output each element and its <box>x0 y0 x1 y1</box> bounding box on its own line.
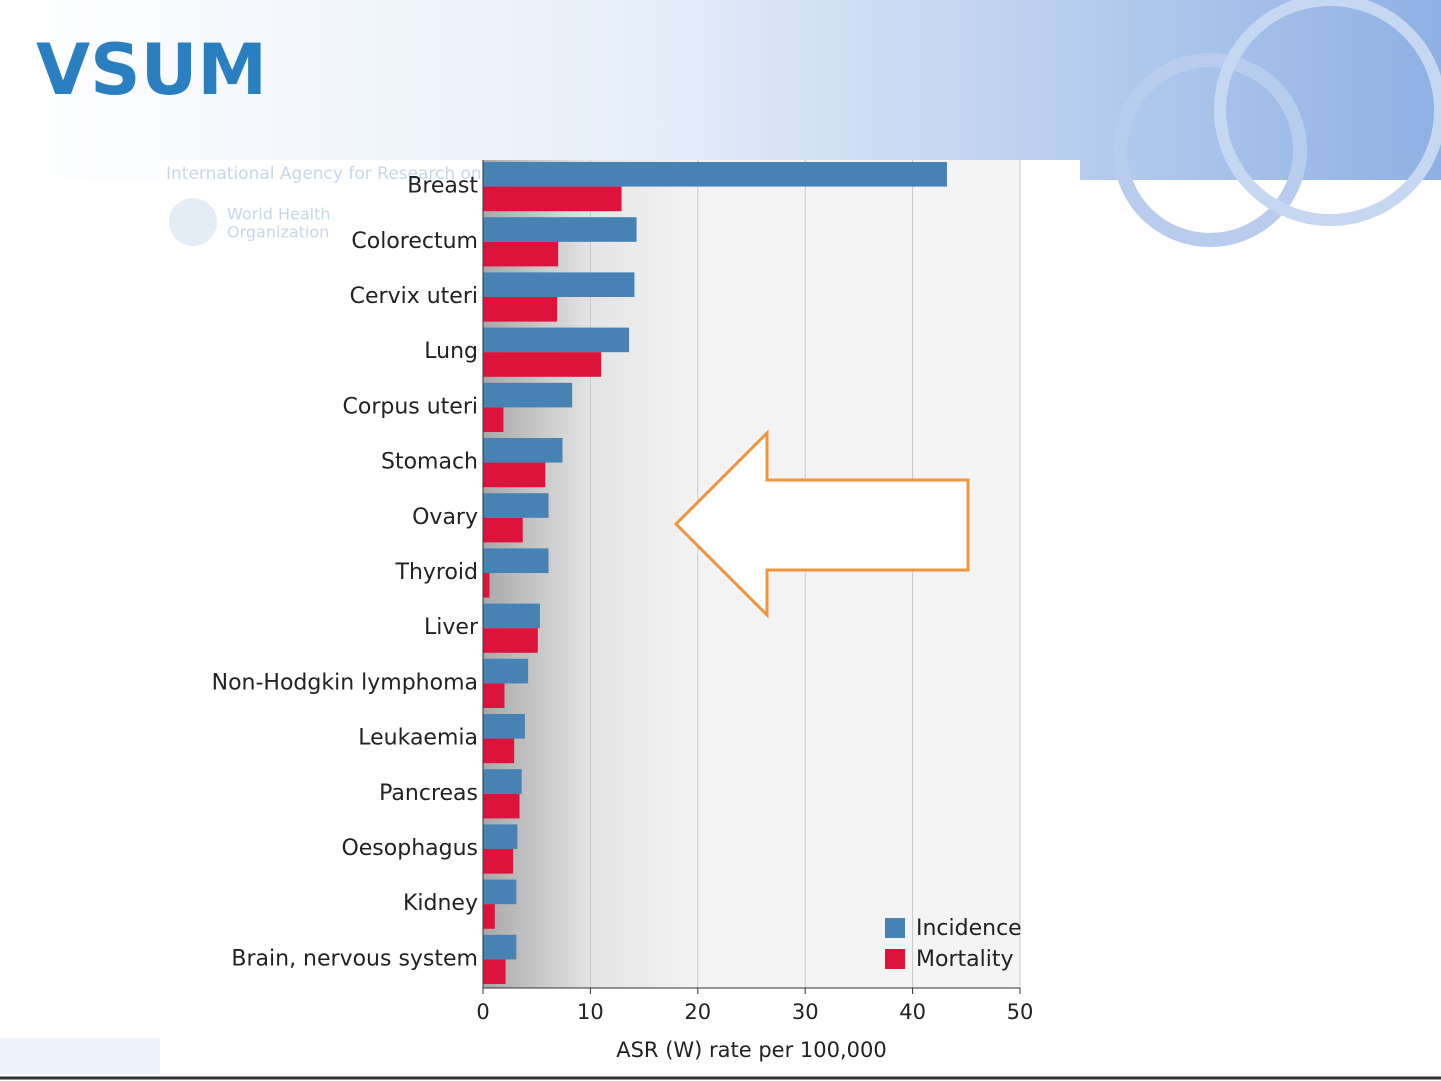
y-tick-label: Liver <box>424 615 479 640</box>
who-emblem <box>169 198 217 246</box>
bar <box>483 879 517 905</box>
footer-box <box>0 1038 160 1074</box>
who-text: World Health <box>227 205 330 224</box>
x-tick-label: 0 <box>476 1000 489 1024</box>
bar <box>483 241 559 267</box>
bar <box>483 714 525 739</box>
bar <box>483 603 540 629</box>
bar <box>483 934 517 960</box>
bar <box>483 628 538 653</box>
bar <box>483 548 549 573</box>
y-tick-label: Colorectum <box>351 229 478 254</box>
y-tick-label: Kidney <box>403 891 478 916</box>
bar <box>483 352 602 377</box>
bar <box>483 272 635 297</box>
bar <box>483 849 514 874</box>
bar <box>483 793 520 819</box>
legend-swatch <box>885 949 905 969</box>
x-tick-label: 30 <box>792 1000 819 1024</box>
header-band <box>0 0 1441 180</box>
x-tick-label: 40 <box>899 1000 926 1024</box>
bar <box>483 407 504 432</box>
bar <box>483 959 506 984</box>
bar <box>483 217 637 242</box>
chart: 0 10 20 30 40 50 ASR (W) rate per 100,000 Breas… <box>212 160 1034 1062</box>
arrow <box>673 429 970 619</box>
y-tick-label: Non-Hodgkin lymphoma <box>212 670 478 695</box>
agency-text: International Agency for Research on <box>166 164 482 184</box>
y-tick-label: Lung <box>424 339 478 364</box>
bar <box>483 517 523 543</box>
y-tick-label: Cervix uteri <box>350 284 478 309</box>
x-tick-label: 50 <box>1007 1000 1034 1024</box>
bar <box>483 382 573 408</box>
y-tick-label: Oesophagus <box>341 836 478 861</box>
x-axis-label: ASR (W) rate per 100,000 <box>616 1038 887 1062</box>
y-tick-label: Leukaemia <box>358 726 478 751</box>
bar <box>483 738 515 764</box>
bar <box>483 769 522 794</box>
y-tick-label: Breast <box>407 174 478 199</box>
x-tick-label: 20 <box>684 1000 711 1024</box>
legend-label: Mortality <box>916 947 1013 972</box>
who-text: Organization <box>227 223 329 242</box>
bar <box>483 462 546 488</box>
bar <box>483 438 563 463</box>
legend-swatch <box>885 918 905 938</box>
y-tick-label: Stomach <box>381 450 478 475</box>
bar <box>483 327 630 353</box>
bar <box>483 658 529 684</box>
legend-label: Incidence <box>916 916 1022 941</box>
bar <box>483 162 947 187</box>
y-tick-label: Brain, nervous system <box>231 946 478 971</box>
bar <box>483 573 490 598</box>
bar <box>483 683 505 708</box>
bar <box>483 824 518 849</box>
deco-ring <box>1214 0 1441 226</box>
x-tick-label: 10 <box>577 1000 604 1024</box>
y-tick-label: Thyroid <box>395 560 479 585</box>
bar <box>483 297 558 322</box>
bar <box>483 904 495 929</box>
bar <box>483 186 622 212</box>
y-tick-label: Ovary <box>412 505 478 530</box>
y-tick-label: Corpus uteri <box>343 394 479 419</box>
bar <box>483 493 549 518</box>
logo: VSUM <box>36 29 267 111</box>
y-tick-label: Pancreas <box>379 781 478 806</box>
deco-ring <box>1113 53 1307 247</box>
